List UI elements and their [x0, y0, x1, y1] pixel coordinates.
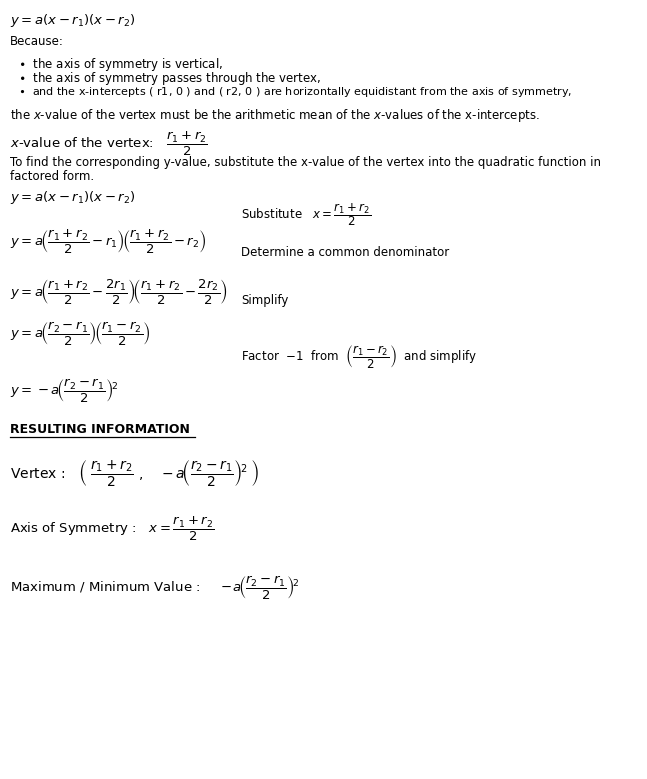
Text: $y = a(x - r_1)(x - r_2)$: $y = a(x - r_1)(x - r_2)$ — [10, 189, 135, 206]
Text: Axis of Symmetry :   $x = \dfrac{r_1 + r_2}{2}$: Axis of Symmetry : $x = \dfrac{r_1 + r_2… — [10, 516, 214, 543]
Text: Maximum / Minimum Value :     $-a\!\left(\dfrac{r_2 - r_1}{2}\right)^{\!2}$: Maximum / Minimum Value : $-a\!\left(\df… — [10, 575, 300, 602]
Text: RESULTING INFORMATION: RESULTING INFORMATION — [10, 423, 190, 436]
Text: $y = -a\!\left(\dfrac{r_2 - r_1}{2}\right)^{\!2}$: $y = -a\!\left(\dfrac{r_2 - r_1}{2}\righ… — [10, 378, 118, 405]
Text: Factor  $-1$  from  $\left(\dfrac{r_1 - r_2}{2}\right)$  and simplify: Factor $-1$ from $\left(\dfrac{r_1 - r_2… — [241, 344, 477, 372]
Text: $y = a\!\left(\dfrac{r_1 + r_2}{2} - \dfrac{2r_1}{2}\right)\!\left(\dfrac{r_1 + : $y = a\!\left(\dfrac{r_1 + r_2}{2} - \df… — [10, 277, 228, 306]
Text: $y = a(x - r_1)(x - r_2)$: $y = a(x - r_1)(x - r_2)$ — [10, 12, 135, 29]
Text: To find the corresponding y-value, substitute the x-value of the vertex into the: To find the corresponding y-value, subst… — [10, 156, 601, 169]
Text: $x$-value of the vertex:   $\dfrac{r_1 + r_2}{2}$: $x$-value of the vertex: $\dfrac{r_1 + r… — [10, 131, 208, 158]
Text: Because:: Because: — [10, 35, 64, 48]
Text: $\bullet$  the axis of symmetry is vertical,: $\bullet$ the axis of symmetry is vertic… — [17, 56, 223, 73]
Text: factored form.: factored form. — [10, 170, 94, 183]
Text: $\bullet$  the axis of symmetry passes through the vertex,: $\bullet$ the axis of symmetry passes th… — [17, 70, 321, 87]
Text: the $x$-value of the vertex must be the arithmetic mean of the $x$-values of the: the $x$-value of the vertex must be the … — [10, 107, 540, 124]
Text: Vertex :   $\left(\; \dfrac{r_1 + r_2}{2}\ ,\quad -a\!\left(\dfrac{r_2 - r_1}{2}: Vertex : $\left(\; \dfrac{r_1 + r_2}{2}\… — [10, 458, 259, 488]
Text: Substitute   $x = \dfrac{r_1 + r_2}{2}$: Substitute $x = \dfrac{r_1 + r_2}{2}$ — [241, 201, 371, 227]
Text: $y = a\!\left(\dfrac{r_2 - r_1}{2}\right)\!\left(\dfrac{r_1 - r_2}{2}\right)$: $y = a\!\left(\dfrac{r_2 - r_1}{2}\right… — [10, 321, 151, 348]
Text: $y = a\!\left(\dfrac{r_1 + r_2}{2} - r_1\right)\!\left(\dfrac{r_1 + r_2}{2} - r_: $y = a\!\left(\dfrac{r_1 + r_2}{2} - r_1… — [10, 229, 206, 256]
Text: Determine a common denominator: Determine a common denominator — [241, 246, 450, 259]
Text: $\bullet$  and the x-intercepts ( r1, 0 ) and ( r2, 0 ) are horizontally equidis: $\bullet$ and the x-intercepts ( r1, 0 )… — [17, 85, 572, 99]
Text: Simplify: Simplify — [241, 294, 289, 308]
